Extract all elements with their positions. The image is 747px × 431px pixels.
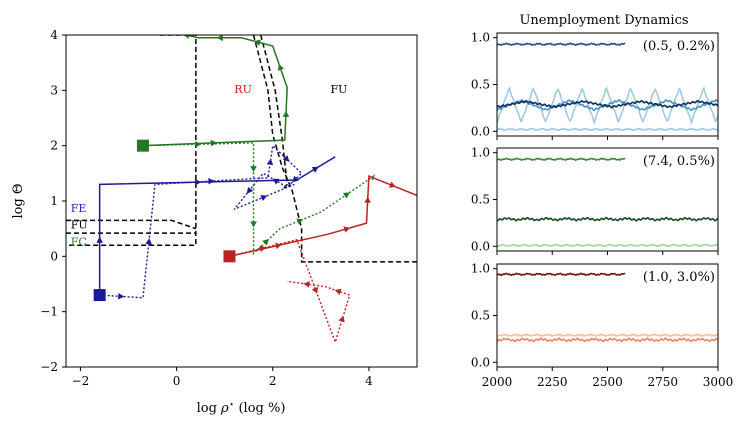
panel-3-series: [497, 272, 626, 277]
y-tick-label: 4: [50, 28, 58, 42]
panel-3-series: [497, 333, 718, 338]
trajectory-1-arrow: [118, 292, 125, 300]
trajectory-0-arrow: [311, 166, 319, 173]
y-tick-label: 1: [50, 194, 58, 208]
y-tick-label: 0.0: [471, 355, 490, 369]
region-label: FC: [71, 235, 87, 248]
trajectory-1-arrow: [266, 158, 274, 166]
trajectory-3-arrow: [195, 141, 202, 148]
trajectory-0-arrow: [96, 236, 103, 243]
region-label: FE: [71, 202, 87, 215]
trajectory-1-arrow: [145, 238, 152, 245]
y-tick-label: 0.0: [471, 239, 490, 253]
regime-boundary-1: [66, 219, 197, 230]
x-tick-label: 2250: [537, 375, 568, 389]
trajectory-3: [142, 142, 376, 256]
y-tick-label: 0.0: [471, 124, 490, 138]
panel-1-series: [497, 98, 718, 112]
trajectory-2-arrow: [254, 39, 261, 46]
regime-boundary-4: [260, 35, 288, 191]
trajectory-1-arrow: [292, 175, 299, 183]
trajectory-2-arrow: [282, 110, 290, 117]
y-tick-label: 0.5: [471, 78, 490, 92]
trajectory-1-arrow: [272, 178, 280, 185]
panel-1: 0.0 0.5 1.0 (0.5, 0.2%): [471, 31, 719, 140]
x-tick-label: 3000: [703, 375, 734, 389]
trajectory-1-arrow: [246, 186, 254, 194]
panel-3: 0.0 0.5 1.0 2000 2250 2500 2750 3000 (1.0, 3.0%): [471, 262, 733, 389]
panel-annotation: (7.4, 0.5%): [643, 154, 715, 169]
trajectory-2-arrow: [210, 139, 217, 147]
chart-title: Unemployment Dynamics: [519, 13, 688, 28]
y-tick-label: −1: [40, 305, 58, 319]
trajectory-2-arrow: [216, 35, 223, 42]
trajectory-1-arrow: [260, 194, 268, 202]
trajectory-4: [229, 175, 417, 258]
panel-1-series: [497, 86, 718, 126]
y-tick-label: 2: [50, 139, 58, 153]
y-tick-label: 1.0: [471, 31, 490, 45]
phase-diagram: −2 0 2 4 −2 −1 0 1 2 3 4 RU FU FE FU FC log ρ⋆ (log %)…: [11, 28, 418, 416]
trajectory-5-arrow: [259, 245, 267, 252]
y-tick-label: 0: [50, 249, 58, 263]
panel-2-series: [497, 157, 626, 162]
trajectory-3-arrow: [296, 218, 304, 225]
y-tick-label: 0.5: [471, 309, 490, 323]
x-tick-label: 0: [173, 374, 181, 388]
unemployment-dynamics: Unemployment Dynamics 0.0 0.5 1.0 (0.5, 0.2…: [471, 13, 733, 389]
x-tick-label: 2: [269, 374, 277, 388]
x-tick-label: 2750: [647, 375, 678, 389]
panel-2: 0.0 0.5 1.0 (7.4, 0.5%): [471, 146, 719, 255]
trajectory-5: [229, 238, 351, 345]
panel-annotation: (0.5, 0.2%): [643, 39, 715, 54]
regime-boundary-3: [252, 35, 417, 263]
trajectory-2-arrow: [277, 63, 285, 71]
x-axis-label: log ρ⋆ (log %): [197, 400, 286, 416]
trajectory-2: [142, 35, 288, 147]
trajectory-5-arrow: [303, 281, 310, 288]
trajectory-5-arrow: [311, 286, 319, 294]
trajectory-2-arrow: [184, 35, 190, 39]
trajectory-1-arrow: [208, 177, 215, 185]
y-tick-label: 3: [50, 83, 58, 97]
y-tick-label: 0.5: [471, 193, 490, 207]
trajectory-1: [99, 144, 303, 299]
x-tick-label: 2500: [592, 375, 623, 389]
region-label: FU: [71, 219, 88, 232]
trajectory-4-arrow: [343, 226, 351, 233]
panel-1-series: [497, 127, 718, 132]
region-label: RU: [234, 83, 252, 96]
trajectory-3-arrow: [342, 192, 350, 199]
y-tick-label: −2: [40, 360, 58, 374]
trajectory-5-arrow: [338, 315, 345, 323]
x-tick-label: 4: [365, 374, 373, 388]
panel-annotation: (1.0, 3.0%): [643, 270, 715, 285]
panel-2-series: [497, 243, 718, 248]
trajectory-3-arrow: [250, 221, 257, 228]
y-tick-label: 1.0: [471, 262, 490, 276]
trajectory-0: [98, 156, 336, 296]
trajectory-3-arrow: [250, 166, 257, 173]
panel-2-series: [497, 216, 718, 222]
y-tick-label: 1.0: [471, 146, 490, 160]
panel-1-series: [497, 42, 626, 47]
trajectory-3-arrow: [262, 239, 269, 246]
region-label: FU: [330, 83, 347, 96]
panel-3-series: [497, 337, 718, 343]
trajectory-5-arrow: [334, 288, 342, 296]
x-tick-label: −2: [72, 374, 90, 388]
y-axis-label: log Θ: [11, 183, 26, 218]
trajectory-1-arrow: [282, 155, 290, 162]
trajectory-4-arrow: [364, 196, 371, 203]
x-tick-label: 2000: [482, 375, 513, 389]
panel-1-series: [497, 99, 718, 109]
trajectory-4-arrow: [388, 181, 396, 188]
